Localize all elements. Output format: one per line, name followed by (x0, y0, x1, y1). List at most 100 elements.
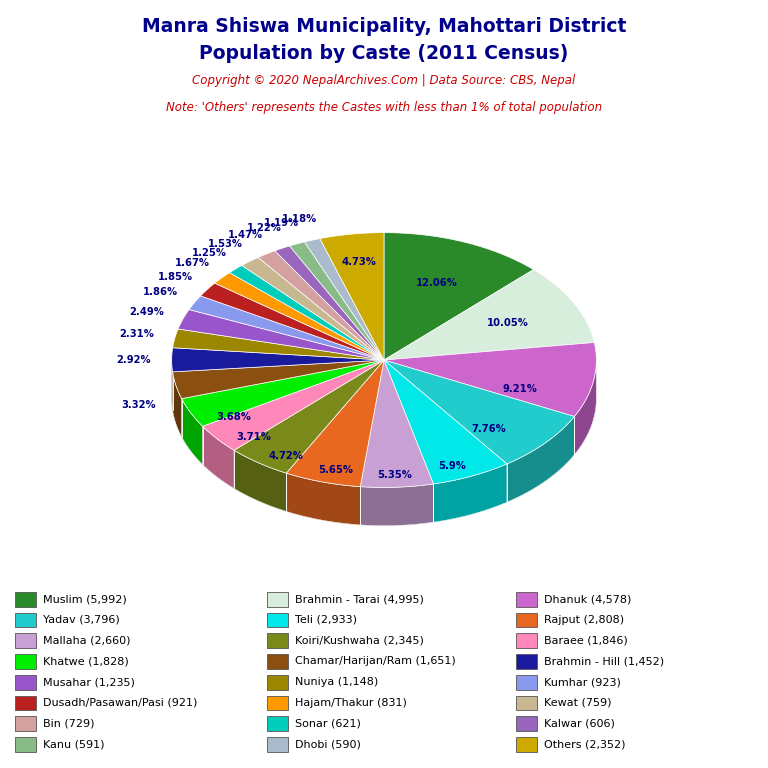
Text: 10.05%: 10.05% (486, 318, 528, 328)
Text: Brahmin - Tarai (4,995): Brahmin - Tarai (4,995) (295, 594, 424, 604)
Text: Musahar (1,235): Musahar (1,235) (43, 677, 135, 687)
Text: Koiri/Kushwaha (2,345): Koiri/Kushwaha (2,345) (295, 636, 424, 646)
Polygon shape (173, 360, 384, 399)
Polygon shape (286, 360, 384, 487)
Text: 5.65%: 5.65% (319, 465, 353, 475)
Polygon shape (384, 360, 574, 464)
Text: 3.71%: 3.71% (237, 432, 271, 442)
Text: Sonar (621): Sonar (621) (295, 719, 361, 729)
Polygon shape (275, 246, 384, 360)
Text: 4.73%: 4.73% (341, 257, 376, 266)
Text: 1.22%: 1.22% (247, 223, 281, 233)
Polygon shape (172, 399, 596, 525)
Bar (516, 654, 537, 669)
Text: 1.86%: 1.86% (143, 287, 178, 297)
Polygon shape (182, 360, 384, 426)
Text: Bin (729): Bin (729) (43, 719, 94, 729)
Polygon shape (242, 257, 384, 360)
Bar (516, 696, 537, 710)
Bar (267, 696, 289, 710)
Text: 4.72%: 4.72% (269, 451, 303, 461)
Text: Kewat (759): Kewat (759) (544, 698, 611, 708)
Text: 2.49%: 2.49% (129, 306, 164, 316)
Text: 5.35%: 5.35% (377, 469, 412, 479)
Bar (15, 717, 36, 731)
Text: 1.47%: 1.47% (227, 230, 263, 240)
Bar (15, 654, 36, 669)
Bar (516, 737, 537, 752)
Polygon shape (173, 329, 384, 360)
Text: 2.92%: 2.92% (116, 355, 151, 365)
Polygon shape (173, 372, 182, 437)
Polygon shape (172, 360, 173, 410)
Polygon shape (384, 360, 507, 484)
Text: Note: 'Others' represents the Castes with less than 1% of total population: Note: 'Others' represents the Castes wit… (166, 101, 602, 114)
Polygon shape (305, 239, 384, 360)
Text: Copyright © 2020 NepalArchives.Com | Data Source: CBS, Nepal: Copyright © 2020 NepalArchives.Com | Dat… (192, 74, 576, 88)
Text: Khatwe (1,828): Khatwe (1,828) (43, 657, 129, 667)
Text: Kumhar (923): Kumhar (923) (544, 677, 621, 687)
Polygon shape (203, 426, 234, 488)
Text: Others (2,352): Others (2,352) (544, 740, 625, 750)
Text: 1.25%: 1.25% (191, 247, 227, 257)
Polygon shape (286, 473, 360, 525)
Text: Population by Caste (2011 Census): Population by Caste (2011 Census) (200, 44, 568, 63)
Text: 3.32%: 3.32% (121, 400, 156, 410)
Text: 12.06%: 12.06% (415, 279, 458, 289)
Text: 3.68%: 3.68% (216, 412, 250, 422)
Text: Yadav (3,796): Yadav (3,796) (43, 615, 120, 625)
Bar (516, 592, 537, 607)
Text: 2.31%: 2.31% (120, 329, 154, 339)
Polygon shape (234, 450, 286, 511)
Polygon shape (360, 360, 433, 488)
Polygon shape (507, 416, 574, 502)
Polygon shape (290, 242, 384, 360)
Bar (267, 613, 289, 627)
Polygon shape (320, 233, 384, 360)
Polygon shape (200, 283, 384, 360)
Bar (267, 592, 289, 607)
Text: Dhanuk (4,578): Dhanuk (4,578) (544, 594, 631, 604)
Polygon shape (215, 273, 384, 360)
Polygon shape (203, 360, 384, 450)
Text: 1.53%: 1.53% (208, 239, 243, 249)
Polygon shape (258, 251, 384, 360)
Bar (516, 613, 537, 627)
Bar (15, 675, 36, 690)
Polygon shape (384, 343, 596, 416)
Bar (267, 717, 289, 731)
Bar (15, 634, 36, 648)
Bar (15, 592, 36, 607)
Polygon shape (574, 361, 596, 455)
Polygon shape (182, 399, 203, 465)
Bar (15, 737, 36, 752)
Text: Hajam/Thakur (831): Hajam/Thakur (831) (295, 698, 407, 708)
Polygon shape (172, 348, 384, 372)
Bar (267, 634, 289, 648)
Polygon shape (384, 233, 534, 360)
Bar (15, 696, 36, 710)
Bar (267, 654, 289, 669)
Text: Manra Shiswa Municipality, Mahottari District: Manra Shiswa Municipality, Mahottari Dis… (142, 17, 626, 36)
Bar (516, 634, 537, 648)
Text: 5.9%: 5.9% (439, 461, 466, 471)
Text: Kalwar (606): Kalwar (606) (544, 719, 614, 729)
Text: Brahmin - Hill (1,452): Brahmin - Hill (1,452) (544, 657, 664, 667)
Polygon shape (384, 270, 594, 360)
Text: Teli (2,933): Teli (2,933) (295, 615, 357, 625)
Text: 7.76%: 7.76% (472, 424, 506, 434)
Text: Muslim (5,992): Muslim (5,992) (43, 594, 127, 604)
Bar (15, 613, 36, 627)
Polygon shape (234, 360, 384, 473)
Polygon shape (433, 464, 507, 522)
Text: Chamar/Harijan/Ram (1,651): Chamar/Harijan/Ram (1,651) (295, 657, 456, 667)
Polygon shape (178, 310, 384, 360)
Text: 9.21%: 9.21% (503, 383, 538, 393)
Bar (516, 717, 537, 731)
Bar (267, 737, 289, 752)
Polygon shape (360, 484, 433, 525)
Polygon shape (189, 296, 384, 360)
Text: 1.19%: 1.19% (263, 218, 299, 228)
Text: Rajput (2,808): Rajput (2,808) (544, 615, 624, 625)
Text: 1.18%: 1.18% (282, 214, 317, 223)
